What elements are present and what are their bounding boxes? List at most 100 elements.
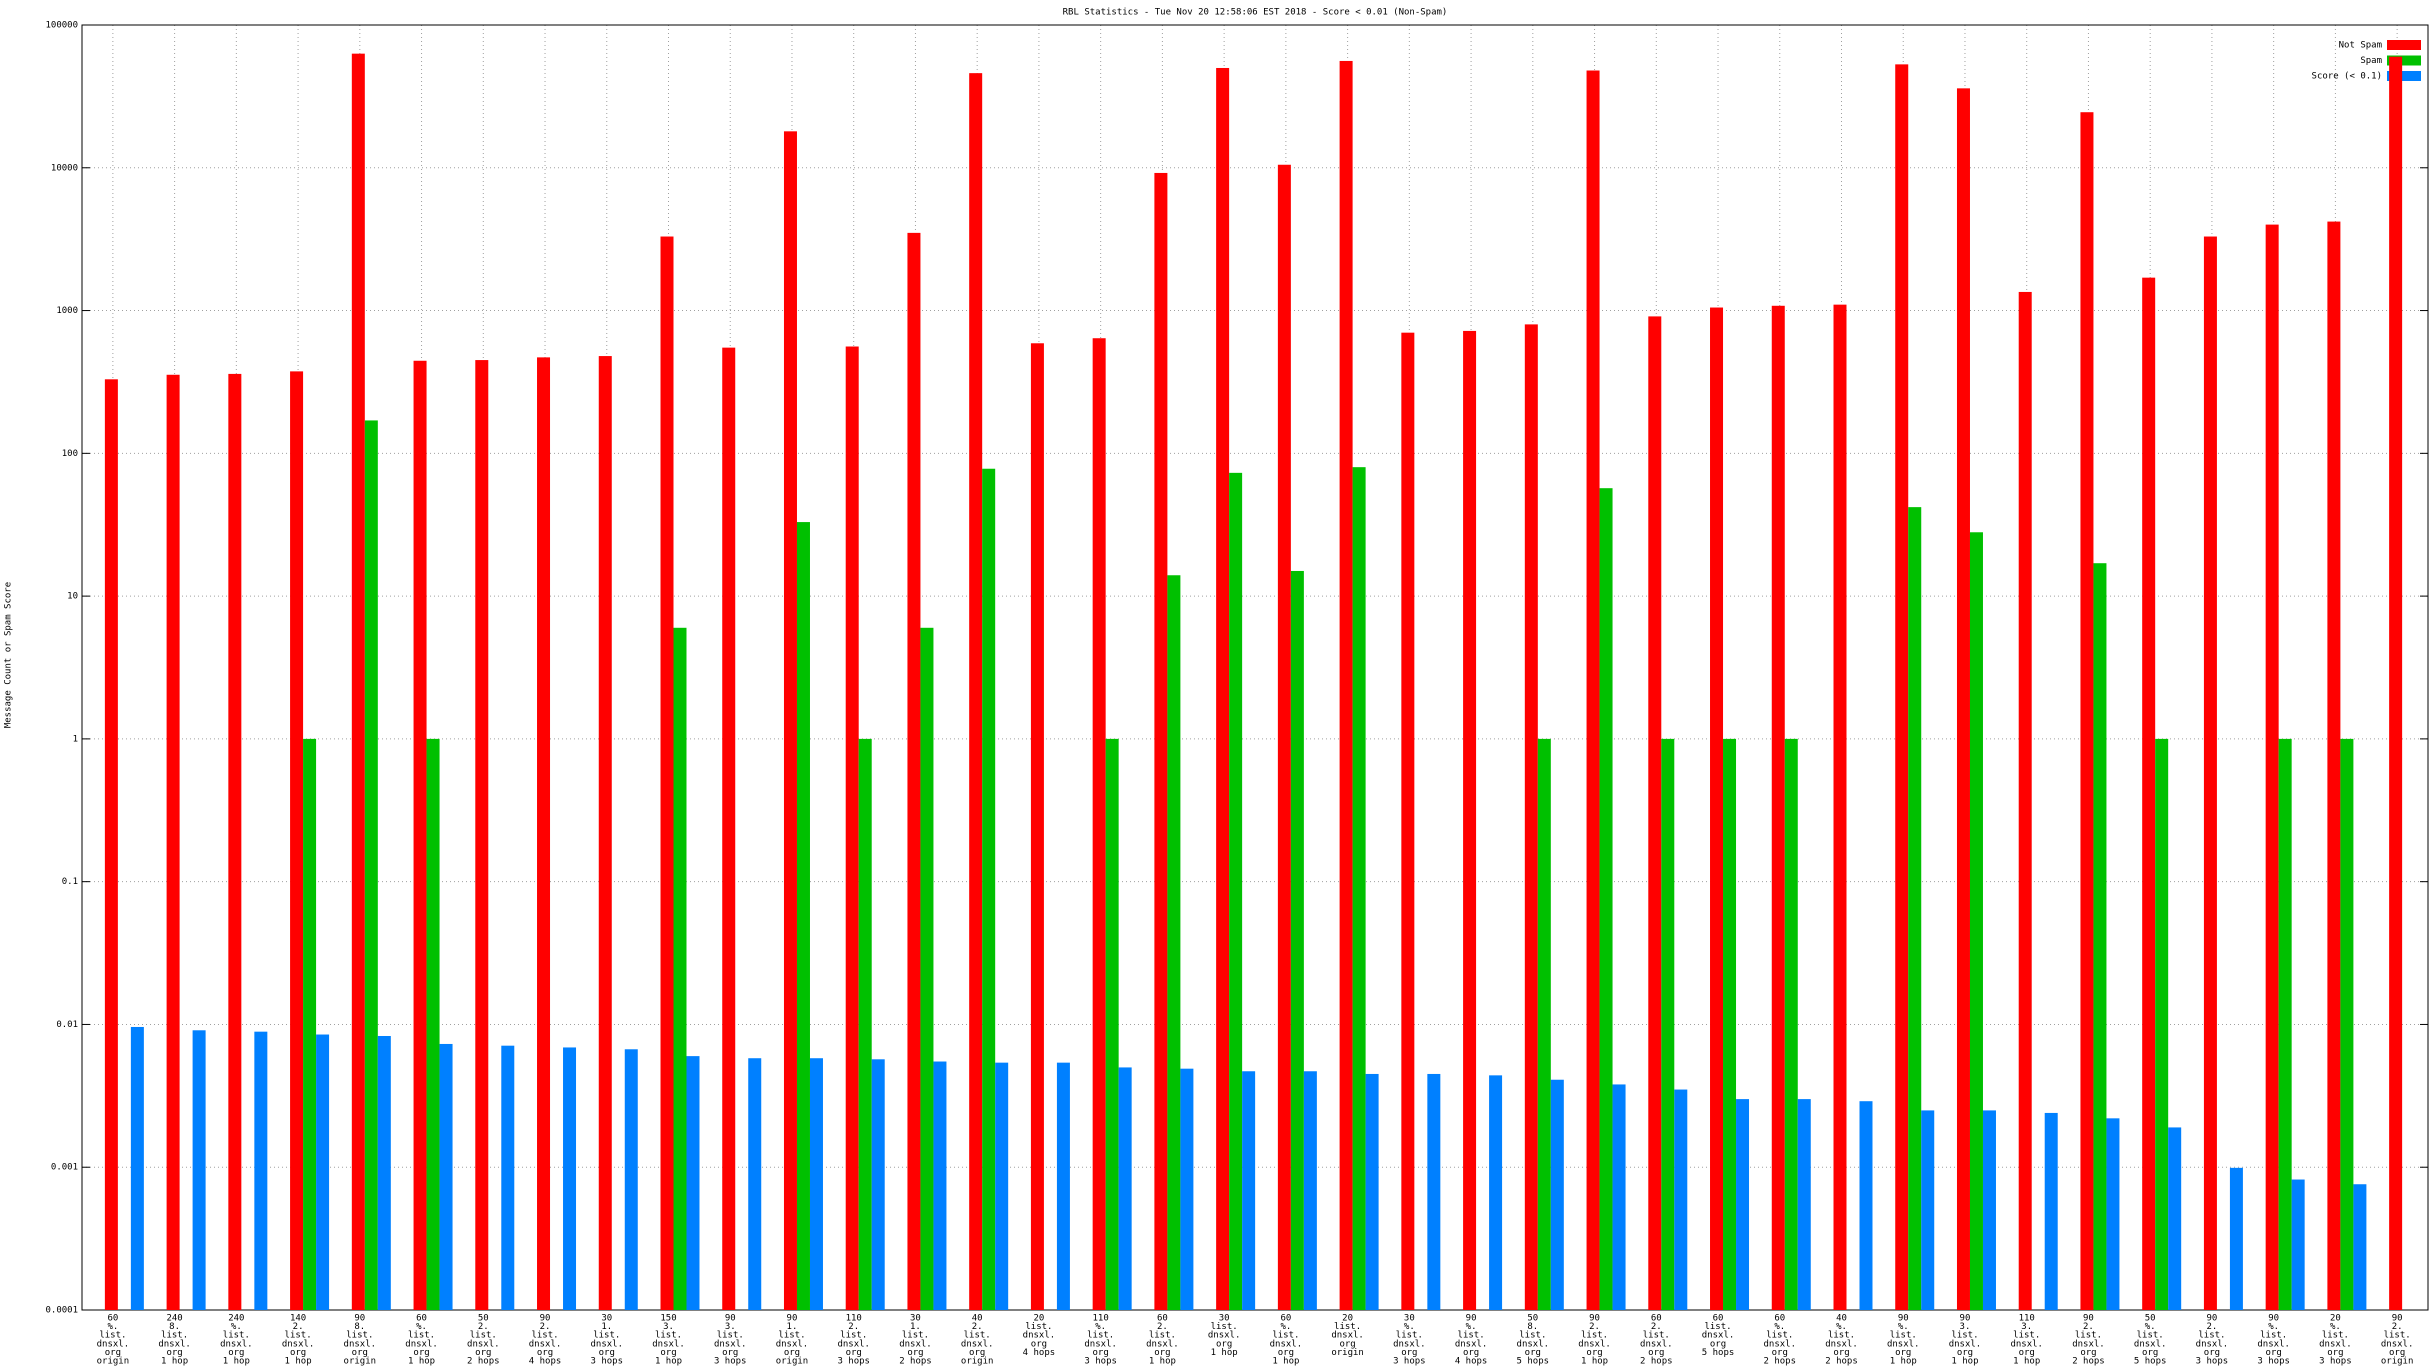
x-tick-label: 3. (2021, 1322, 2032, 1332)
x-tick-label: 90 (2392, 1314, 2403, 1324)
x-tick-label: 2. (293, 1322, 304, 1332)
x-tick-label: list. (1766, 1331, 1793, 1341)
x-tick-label: 3. (1960, 1322, 1971, 1332)
x-tick-label: list. (1704, 1322, 1731, 1332)
bar (933, 1061, 947, 1310)
x-tick-label: 3 hops (591, 1357, 624, 1367)
x-tick-label: dnsxl. (97, 1339, 130, 1349)
x-tick-label: 90 (1898, 1314, 1909, 1324)
x-tick-label: org (1710, 1339, 1726, 1349)
bar (858, 738, 872, 1310)
x-tick-label: org (475, 1348, 491, 1358)
bar (254, 1031, 268, 1310)
y-tick-label: 1 (73, 734, 78, 744)
x-tick-label: org (2327, 1348, 2343, 1358)
bar (1303, 1071, 1317, 1310)
y-tick-label: 10 (67, 592, 78, 602)
x-tick-label: %. (1095, 1322, 1106, 1332)
bar (845, 346, 859, 1311)
x-tick-label: list. (161, 1331, 188, 1341)
x-tick-label: dnsxl. (1949, 1339, 1982, 1349)
x-tick-label: list. (1272, 1331, 1299, 1341)
bar (748, 1058, 762, 1310)
bar (228, 373, 242, 1310)
bar (1586, 70, 1600, 1310)
bar (2168, 1127, 2182, 1310)
x-tick-label: 3 hops (2319, 1357, 2352, 1367)
x-tick-label: list. (2384, 1331, 2411, 1341)
x-tick-label: org (105, 1348, 121, 1358)
x-tick-label: 2. (848, 1322, 859, 1332)
x-tick-label: dnsxl. (1393, 1339, 1426, 1349)
x-tick-label: 1. (910, 1322, 921, 1332)
x-tick-label: 60 (1651, 1314, 1662, 1324)
x-tick-label: dnsxl. (2257, 1339, 2290, 1349)
x-tick-label: 2. (972, 1322, 983, 1332)
bar (1290, 570, 1304, 1310)
x-tick-label: 50 (1527, 1314, 1538, 1324)
bar (1401, 332, 1415, 1310)
x-tick-label: list. (1890, 1331, 1917, 1341)
x-tick-label: %. (1898, 1322, 1909, 1332)
bar (1599, 488, 1613, 1310)
x-tick-label: list. (1828, 1331, 1855, 1341)
x-tick-label: org (1093, 1348, 1109, 1358)
bar (1105, 738, 1119, 1310)
y-tick-label: 0.0001 (45, 1306, 78, 1316)
x-tick-label: 110 (846, 1314, 862, 1324)
x-tick-label: 3 hops (837, 1357, 870, 1367)
bar (1921, 1110, 1935, 1310)
x-tick-label: org (352, 1348, 368, 1358)
x-tick-label: list. (1087, 1331, 1114, 1341)
y-tick-label: 0.01 (56, 1020, 78, 1030)
x-tick-label: dnsxl. (1208, 1331, 1241, 1341)
x-tick-label: org (413, 1348, 429, 1358)
x-tick-label: 1 hop (1581, 1357, 1608, 1367)
bar (439, 1043, 453, 1310)
bar (809, 1058, 823, 1310)
legend-swatch (2387, 55, 2421, 66)
bar (1969, 532, 1983, 1310)
bar (624, 1049, 638, 1310)
x-tick-label: 2. (1651, 1322, 1662, 1332)
x-tick-label: 30 (910, 1314, 921, 1324)
legend-label: Spam (2360, 56, 2382, 66)
x-tick-label: dnsxl. (2319, 1339, 2352, 1349)
x-tick-label: org (784, 1348, 800, 1358)
x-tick-label: org (1463, 1348, 1479, 1358)
y-tick-label: 10000 (51, 163, 78, 173)
bar (1710, 307, 1724, 1311)
x-tick-label: 90 (787, 1314, 798, 1324)
x-tick-label: list. (408, 1331, 435, 1341)
x-tick-label: list. (2137, 1331, 2164, 1341)
bar (1352, 467, 1366, 1310)
x-tick-label: org (1895, 1348, 1911, 1358)
x-tick-label: dnsxl. (467, 1339, 500, 1349)
x-tick-label: dnsxl. (899, 1339, 932, 1349)
x-tick-label: dnsxl. (1331, 1331, 1364, 1341)
x-tick-label: list. (1581, 1331, 1608, 1341)
bar (1859, 1101, 1873, 1310)
bar (1648, 316, 1662, 1310)
legend-label: Not Spam (2339, 41, 2382, 51)
bar (1339, 60, 1353, 1311)
x-tick-label: dnsxl. (1640, 1339, 1673, 1349)
y-tick-label: 0.1 (62, 877, 78, 887)
x-tick-label: 3. (663, 1322, 674, 1332)
x-tick-label: 50 (478, 1314, 489, 1324)
x-tick-label: dnsxl. (1887, 1339, 1920, 1349)
legend-label: Score (< 0.1) (2312, 72, 2382, 82)
x-tick-label: dnsxl. (282, 1339, 315, 1349)
bar (1908, 507, 1922, 1310)
x-tick-label: 90 (354, 1314, 365, 1324)
x-tick-label: dnsxl. (1517, 1339, 1550, 1349)
x-tick-label: org (846, 1348, 862, 1358)
x-tick-label: dnsxl. (652, 1339, 685, 1349)
x-tick-label: org (722, 1348, 738, 1358)
bar (871, 1059, 885, 1310)
x-tick-label: 1 hop (161, 1357, 188, 1367)
x-tick-label: org (1401, 1348, 1417, 1358)
bar (1524, 324, 1538, 1310)
bar (351, 53, 365, 1311)
x-tick-label: 90 (1960, 1314, 1971, 1324)
